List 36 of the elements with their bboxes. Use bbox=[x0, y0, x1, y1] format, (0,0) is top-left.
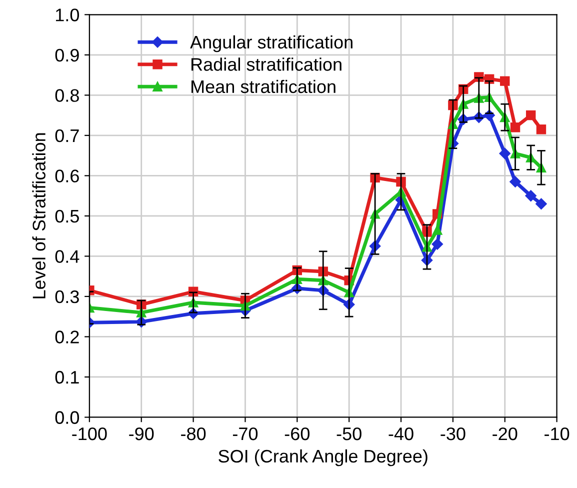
x-tick-label: -100 bbox=[72, 427, 107, 440]
y-tick-label: 0.6 bbox=[55, 170, 79, 182]
x-tick-label: -90 bbox=[129, 427, 154, 440]
x-tick-label: -80 bbox=[181, 427, 206, 440]
y-tick-label: 0.9 bbox=[55, 48, 79, 62]
x-tick-label: -50 bbox=[336, 427, 362, 440]
legend-label: Angular stratification bbox=[190, 35, 352, 52]
point bbox=[500, 76, 510, 86]
y-tick-label: 0.7 bbox=[55, 129, 79, 142]
y-tick-label: 0.0 bbox=[55, 411, 80, 424]
point bbox=[432, 225, 442, 235]
y-tick-label: 1.0 bbox=[56, 8, 80, 22]
x-tick-label: -20 bbox=[492, 427, 518, 440]
point bbox=[536, 198, 547, 210]
point bbox=[432, 238, 443, 250]
x-tick-label: -10 bbox=[544, 427, 570, 440]
legend-label: Radial stratification bbox=[192, 58, 342, 71]
y-tick-label: 0.3 bbox=[55, 290, 79, 304]
y-tick-label: 0.2 bbox=[55, 330, 79, 344]
x-tick-label: -30 bbox=[440, 427, 466, 440]
point bbox=[525, 190, 536, 202]
point bbox=[536, 124, 546, 134]
x-tick-label: -60 bbox=[284, 427, 310, 440]
point bbox=[510, 122, 520, 132]
point bbox=[526, 110, 536, 120]
y-axis-title: Level of Stratification bbox=[32, 133, 46, 298]
y-tick-label: 0.4 bbox=[55, 250, 80, 263]
point bbox=[499, 148, 510, 160]
y-tick-label: 0.5 bbox=[55, 210, 79, 223]
x-tick-label: -40 bbox=[388, 427, 414, 440]
point bbox=[510, 176, 521, 188]
y-tick-label: 0.8 bbox=[55, 89, 79, 102]
x-tick-label: -70 bbox=[232, 427, 258, 440]
legend-label: Mean stratification bbox=[192, 80, 336, 94]
y-tick-label: 0.1 bbox=[55, 370, 79, 384]
x-axis-title: SOI (Crank Angle Degree) bbox=[218, 449, 428, 466]
